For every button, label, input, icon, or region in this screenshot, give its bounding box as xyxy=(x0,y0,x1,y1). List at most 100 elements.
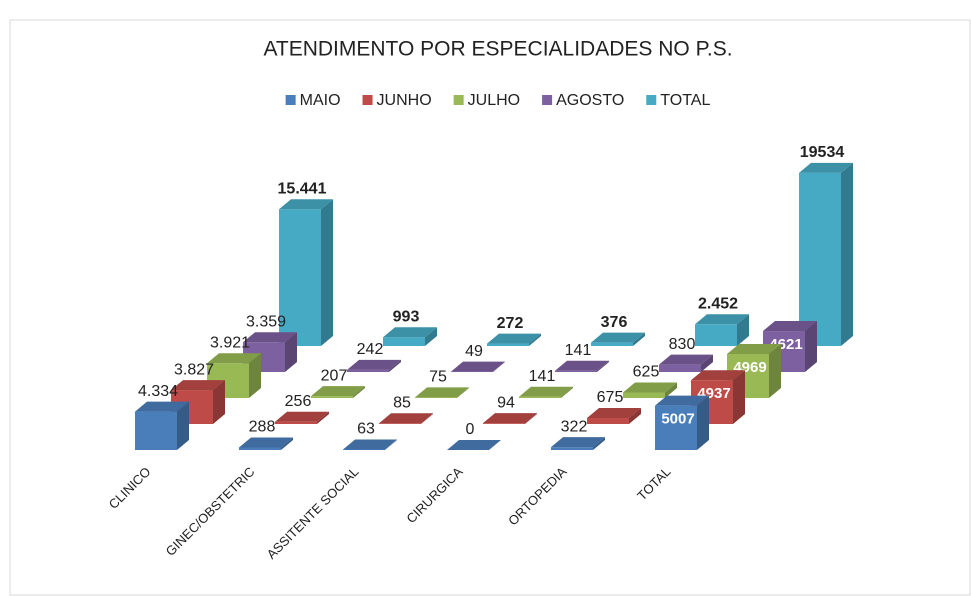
bar xyxy=(311,386,365,398)
bar-side xyxy=(425,327,437,346)
legend-swatch xyxy=(285,95,296,105)
bar-top xyxy=(623,382,677,393)
legend-label: AGOSTO xyxy=(556,92,624,109)
bar-front xyxy=(275,421,317,424)
legend-label: TOTAL xyxy=(660,92,710,109)
bar-top xyxy=(727,343,781,354)
bar-side xyxy=(421,413,433,424)
data-label: 3.359 xyxy=(246,313,286,330)
bar-side xyxy=(805,321,817,372)
data-label: 15.441 xyxy=(278,180,327,197)
bar-top xyxy=(451,361,505,372)
data-label: 625 xyxy=(633,364,660,381)
bar-top xyxy=(415,387,469,398)
legend-label: MAIO xyxy=(300,92,341,109)
data-label: 830 xyxy=(669,336,696,353)
bar-top xyxy=(243,332,297,343)
bar-front xyxy=(379,423,421,424)
data-label: 4.334 xyxy=(138,383,178,400)
data-label: 256 xyxy=(285,393,312,410)
bar-side xyxy=(285,332,297,372)
bar-top xyxy=(519,386,573,397)
bar-side xyxy=(385,439,397,450)
bar-front xyxy=(483,423,525,424)
bar xyxy=(623,382,677,398)
legend: MAIO JUNHO JULHO AGOSTO TOTAL xyxy=(285,92,710,109)
bar xyxy=(551,437,605,450)
bar-top xyxy=(555,360,609,371)
bar-front xyxy=(655,405,697,450)
bar-side xyxy=(561,386,573,398)
data-label: 272 xyxy=(497,315,524,332)
bar-top xyxy=(311,386,365,397)
bar-top xyxy=(551,437,605,448)
bar-top xyxy=(171,380,225,391)
bar xyxy=(239,437,293,450)
bar-top xyxy=(591,332,645,343)
bar-front xyxy=(659,364,701,372)
bar xyxy=(591,332,645,346)
data-label: 675 xyxy=(597,389,624,406)
data-label: 19534 xyxy=(800,144,845,161)
bar-front xyxy=(799,172,841,346)
bar-top xyxy=(347,359,401,370)
data-label: 2.452 xyxy=(698,295,738,312)
bar-top xyxy=(655,395,709,406)
bar-top xyxy=(587,408,641,419)
bar-side xyxy=(389,359,401,372)
chart-title: ATENDIMENTO POR ESPECIALIDADES NO P.S. xyxy=(263,38,732,61)
bar-top xyxy=(763,321,817,332)
data-label: 141 xyxy=(565,342,592,359)
bar-front xyxy=(519,396,561,398)
bar xyxy=(555,360,609,372)
bar-front xyxy=(591,342,633,346)
bar-front xyxy=(347,369,389,372)
bar-side xyxy=(769,343,781,398)
data-label: 63 xyxy=(357,421,375,438)
bar-front xyxy=(415,397,457,398)
data-label: 376 xyxy=(601,314,628,331)
bar-side xyxy=(493,361,505,372)
bar-side xyxy=(281,437,293,450)
legend-label: JUNHO xyxy=(377,92,432,109)
bar-front xyxy=(343,449,385,450)
bar xyxy=(279,199,333,346)
data-label: 993 xyxy=(393,308,420,325)
bar-top xyxy=(799,162,853,173)
bar-front xyxy=(279,209,321,346)
data-label: 49 xyxy=(465,343,483,360)
data-label: 207 xyxy=(321,367,348,384)
bar-side xyxy=(633,332,645,346)
bar-front xyxy=(623,392,665,398)
bar-side xyxy=(737,314,749,346)
bar-side xyxy=(597,360,609,372)
bar xyxy=(415,387,469,398)
bar-top xyxy=(691,370,745,381)
bar-front xyxy=(551,447,593,450)
bar xyxy=(587,408,641,424)
bar-side xyxy=(529,333,541,346)
bar xyxy=(483,413,537,424)
data-label: 5007 xyxy=(661,411,694,428)
bar-top xyxy=(447,440,501,450)
bar-side xyxy=(457,387,469,398)
bar xyxy=(135,401,189,450)
bar xyxy=(347,359,401,372)
bar-front xyxy=(135,411,177,450)
data-label: 242 xyxy=(357,341,384,358)
bar-front xyxy=(311,396,353,398)
bar xyxy=(451,361,505,372)
bar-front xyxy=(695,324,737,346)
bar xyxy=(655,395,709,450)
bar-top xyxy=(383,327,437,338)
bar xyxy=(695,314,749,346)
bar-side xyxy=(317,411,329,424)
bar xyxy=(383,327,437,346)
bar-top xyxy=(207,353,261,364)
bar-top xyxy=(275,411,329,422)
legend-swatch xyxy=(646,95,657,105)
bar-top xyxy=(483,413,537,424)
bar-top xyxy=(659,354,713,365)
bar-side xyxy=(321,199,333,346)
